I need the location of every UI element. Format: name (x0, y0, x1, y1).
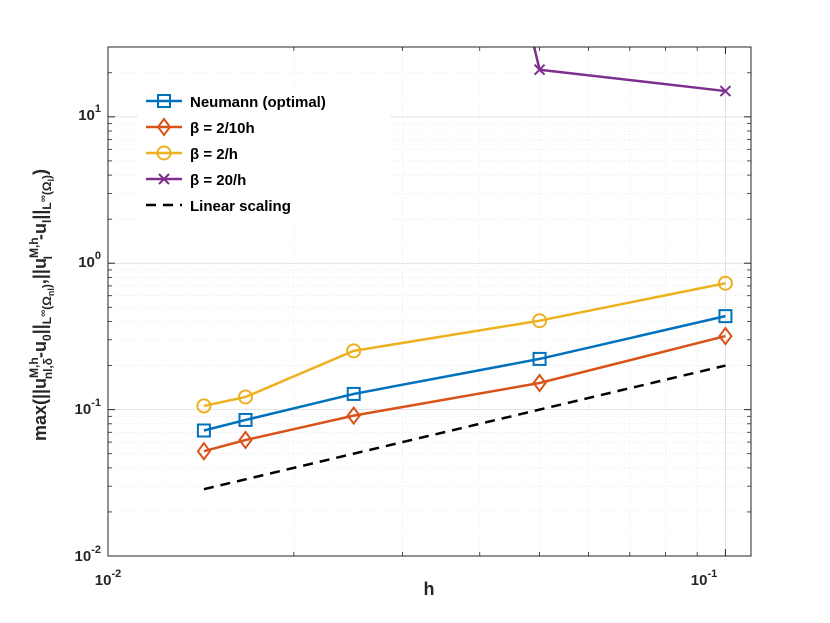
series-line (203, 282, 726, 408)
plot-frame (107, 46, 752, 557)
data-point (718, 326, 733, 346)
x-tick-label: 10-2 (95, 568, 121, 589)
series-2 (196, 275, 733, 414)
series-line (203, 334, 726, 453)
series-line (203, 364, 726, 491)
series-line (203, 314, 726, 432)
data-point (346, 405, 361, 426)
minor-grid (108, 46, 751, 556)
y-tick-label: 100 (78, 250, 101, 271)
y-axis-label: max(||uM,hnl,δ-u0||L∞(Ωnl),||uM,hI-ul||L… (27, 169, 56, 441)
y-tick-label: 10-2 (75, 544, 101, 565)
legend-label: β = 2/10h (190, 120, 255, 137)
data-point (196, 398, 212, 414)
legend-label: β = 20/h (190, 172, 246, 189)
legend-swatch-marker (156, 145, 172, 161)
y-tick-label: 10-1 (75, 397, 101, 418)
data-point (532, 313, 548, 329)
series-3 (532, 46, 732, 97)
legend-swatch-marker (158, 173, 170, 185)
series-4 (203, 364, 726, 491)
series-1 (196, 326, 733, 461)
data-point (717, 275, 733, 291)
legend-label: Linear scaling (190, 198, 291, 215)
legend-swatch-marker (156, 117, 172, 137)
data-point (238, 430, 253, 450)
y-tick-label: 101 (78, 103, 101, 124)
tick-marks (107, 46, 751, 557)
legend-label: β = 2/h (190, 146, 238, 163)
data-point (718, 309, 733, 324)
data-point (196, 423, 211, 438)
legend-box (138, 88, 390, 222)
data-point (533, 63, 546, 76)
legend-swatch-marker (157, 94, 171, 108)
legend-label: Neumann (optimal) (190, 94, 326, 111)
data-point (238, 389, 254, 405)
series-layer (196, 46, 733, 491)
x-tick-label: 10-1 (691, 568, 717, 589)
data-point (346, 343, 362, 359)
data-point (238, 412, 253, 427)
data-point (532, 351, 547, 366)
data-point (719, 85, 732, 97)
legend: Neumann (optimal) β = 2/10h β = 2/h β = … (138, 88, 390, 222)
data-point (346, 386, 361, 401)
x-axis-label: h (424, 579, 435, 599)
data-point (532, 373, 547, 393)
data-point (196, 441, 212, 461)
series-0 (196, 309, 733, 438)
legend-swatches (146, 94, 182, 207)
